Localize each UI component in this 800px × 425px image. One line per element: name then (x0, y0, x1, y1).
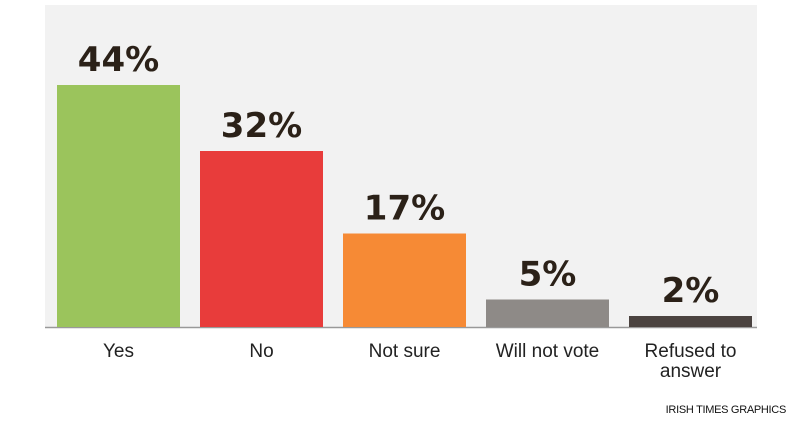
category-label: Yes (103, 341, 134, 362)
source: IRISH TIMES GRAPHICS (665, 404, 787, 416)
bar (57, 85, 180, 327)
value-label: 32% (221, 106, 302, 146)
bar (629, 316, 752, 327)
value-label: 2% (662, 271, 720, 311)
bar (200, 151, 323, 327)
category-label: Will not vote (495, 341, 600, 362)
category-label: Not sure (368, 341, 441, 362)
category-label: Refused to answer (644, 341, 737, 382)
value-label: 5% (519, 255, 577, 295)
category-label: No (249, 341, 274, 362)
value-label: 17% (364, 189, 445, 229)
value-label: 44% (78, 40, 159, 80)
bar (343, 233, 466, 327)
bar (486, 299, 609, 327)
